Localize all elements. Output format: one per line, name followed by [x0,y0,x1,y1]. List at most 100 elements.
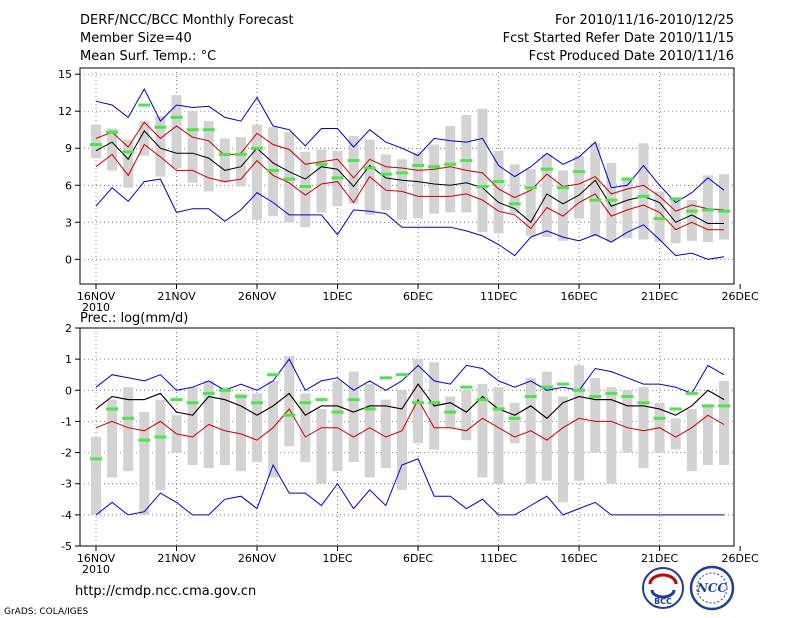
prec-observed-marker [476,398,489,402]
prec-spread-box [155,399,166,490]
temp-observed-marker [589,198,602,202]
temp-observed-marker [106,130,119,134]
prec-spread-box [493,387,504,484]
temp-spread-box [316,149,327,213]
prec-observed-marker [412,401,425,405]
prec-ytick-label: 0 [65,384,72,397]
temp-ytick-label: 15 [58,68,72,81]
prec-observed-marker [701,404,714,408]
prec-ytick-label: 1 [65,353,72,366]
temp-max-line [95,87,725,204]
prec-observed-marker [556,382,569,386]
prec-observed-marker [138,438,151,442]
prec-ytick-label: -2 [61,447,72,460]
prec-ytick-label: 2 [65,322,72,335]
ncc-logo: NCC [689,565,735,611]
temp-observed-marker [315,162,328,166]
temp-spread-box [686,200,697,241]
prec-spread-box [670,418,681,450]
temp-spread-box [461,114,472,213]
prec-observed-marker [653,416,666,420]
prec-spread-box [413,359,424,444]
temp-observed-marker [524,186,537,190]
prec-observed-marker [589,395,602,399]
prec-spread-box [396,390,407,490]
temp-spread-box [284,132,295,223]
temp-ytick-label: 0 [65,253,72,266]
prec-observed-marker [460,385,473,389]
prec-spread-box [91,437,101,515]
temp-observed-marker [444,162,457,166]
temp-observed-marker [202,128,215,132]
temp-observed-marker [492,180,505,184]
temp-xtick-label: 21NOV [157,290,196,303]
prec-plot-frame [79,327,735,547]
temp-year-label: 2010 [82,301,110,314]
variable-label: Mean Surf. Temp.: °C [80,49,216,64]
temp-observed-marker [605,198,618,202]
prec-observed-marker [154,435,167,439]
prec-spread-box [364,384,375,478]
prec-xtick-label: 21NOV [157,552,196,565]
temp-spread-box [155,116,166,177]
prec-observed-marker [540,385,553,389]
ncc-logo-text: NCC [696,581,728,595]
grads-credit: GrADS: COLA/IGES [4,607,88,617]
prec-ytick-label: -3 [61,478,72,491]
temp-observed-marker [186,128,199,132]
prec-xtick-label: 26DEC [722,552,759,565]
temp-observed-marker [508,202,521,206]
temp-spread-box [203,121,214,192]
prec-observed-marker [331,410,344,414]
temp-observed-marker [685,209,698,213]
temp-ytick-label: 12 [58,105,72,118]
prec-observed-marker [428,401,441,405]
temp-spread-box [493,150,504,234]
prec-observed-marker [685,391,698,395]
prec-observed-marker [267,373,280,377]
temp-observed-marker [428,165,441,169]
temp-spread-box [525,169,536,236]
temp-spread-box [171,95,182,168]
temp-spread-box [574,155,585,219]
temp-observed-marker [637,194,650,198]
prec-observed-marker [669,407,682,411]
temp-spread-box [509,164,520,214]
temp-spread-box [187,111,198,183]
temp-spread-box [719,174,729,240]
produced-date: Fcst Produced Date 2010/11/16 [529,49,734,64]
prec-p25-line [95,398,725,441]
temp-spread-box [107,128,118,171]
source-url[interactable]: http://cmdp.ncc.cma.gov.cn [75,584,256,599]
temp-observed-marker [170,115,183,119]
prec-observed-marker [234,395,247,399]
temp-observed-marker [363,166,376,170]
temp-observed-marker [283,177,296,181]
prec-observed-marker [251,401,264,405]
temp-min-line [95,178,725,260]
prec-spread-box [702,405,713,466]
temp-observed-marker [154,125,167,129]
precipitation-panel: -5 -4 -3 -2 -1 0 1 2 16NOV 21NOV 26NOV 1DEC 6DEC 11DE… [61,322,759,576]
temp-ytick-label: 6 [65,179,72,192]
temp-xtick-label: 16DEC [561,290,598,303]
figure-title: DERF/NCC/BCC Monthly Forecast [80,13,294,28]
temp-spread-box [380,154,391,210]
prec-spread-box [461,390,472,441]
temp-observed-marker [718,209,730,213]
temp-observed-marker [379,172,392,176]
forecast-period: For 2010/11/16-2010/12/25 [555,13,734,28]
prec-spread-box [139,412,150,515]
temp-xtick-label: 6DEC [403,290,433,303]
prec-xtick-label: 16NOV [77,552,116,565]
prec-spread-box [380,399,391,469]
temp-p25-line [95,143,724,231]
prec-spread-box [332,380,343,472]
prec-spread-box [300,393,311,462]
prec-observed-marker [218,388,231,392]
prec-xtick-label: 11DEC [480,552,517,565]
prec-spread-box [606,387,617,484]
temp-observed-marker [299,184,312,188]
prec-xtick-label: 16DEC [561,552,598,565]
